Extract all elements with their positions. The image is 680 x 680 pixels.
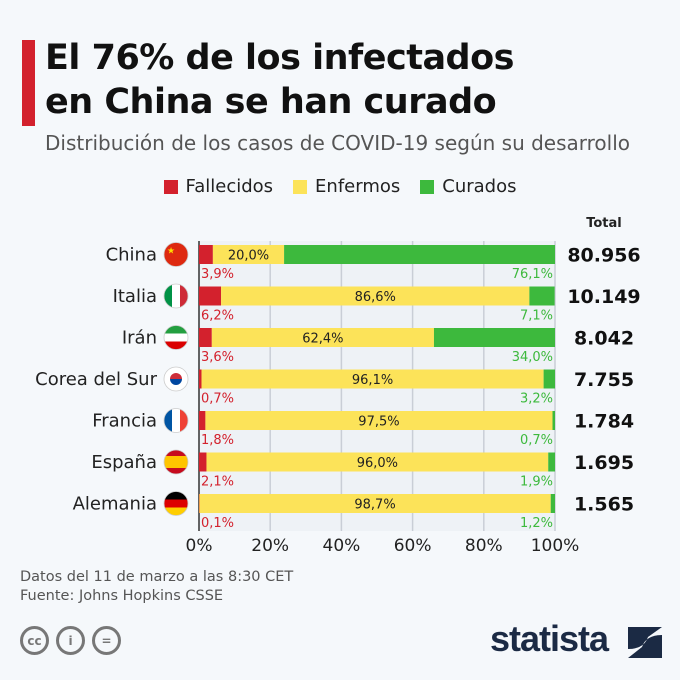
bar-enfermos: [199, 494, 551, 513]
data-label-enfermos: 62,4%: [302, 332, 343, 347]
bar-enfermos: [201, 369, 544, 389]
data-label-fallecidos: 3,9%: [201, 267, 234, 282]
total-value: 8.042: [574, 328, 634, 350]
iran-flag-icon: [163, 325, 189, 350]
south-korea-flag-icon: [163, 366, 189, 392]
data-label-curados: 7,1%: [520, 309, 553, 324]
legend-swatch: [420, 179, 435, 194]
germany-flag-icon: [163, 491, 189, 516]
data-label-fallecidos: 0,7%: [201, 392, 234, 407]
total-value: 10.149: [567, 286, 640, 308]
x-tick-label: 80%: [465, 536, 503, 556]
category-label: China: [106, 245, 157, 266]
data-label-curados: 1,2%: [520, 516, 553, 531]
chart-subtitle: Distribución de los casos de COVID-19 se…: [45, 131, 631, 155]
data-label-enfermos: 98,7%: [354, 498, 395, 513]
bar-curados: [550, 494, 555, 513]
bar-curados: [543, 369, 555, 389]
france-flag-icon: [163, 408, 189, 433]
data-label-fallecidos: 2,1%: [201, 475, 234, 490]
data-label-fallecidos: 6,2%: [201, 309, 234, 324]
category-label: Irán: [122, 328, 157, 349]
license-icons: cc i =: [20, 626, 121, 655]
title-line-2: en China se han curado: [45, 82, 497, 122]
x-tick-label: 100%: [531, 536, 580, 556]
totals-header: Total: [586, 216, 622, 231]
title-accent-bar: [22, 40, 35, 126]
bar-fallecidos: [199, 328, 212, 347]
data-label-curados: 3,2%: [520, 392, 553, 407]
bar-fallecidos: [199, 286, 222, 306]
cc-icon: cc: [20, 626, 49, 655]
spain-flag-icon: [163, 449, 189, 475]
bar-enfermos: [212, 245, 285, 264]
bar-fallecidos: [199, 411, 206, 430]
category-label: Francia: [92, 411, 157, 432]
x-tick-label: 0%: [186, 536, 213, 556]
statista-logo[interactable]: statista: [490, 618, 609, 659]
category-label: Alemania: [73, 494, 157, 515]
legend: Fallecidos Enfermos Curados: [0, 176, 680, 197]
total-value: 80.956: [567, 245, 640, 267]
data-label-curados: 34,0%: [512, 350, 553, 365]
total-value: 1.565: [574, 494, 634, 516]
legend-label: Curados: [442, 176, 517, 197]
bar-fallecidos: [199, 452, 207, 472]
data-label-curados: 0,7%: [520, 433, 553, 448]
data-label-enfermos: 96,1%: [352, 373, 393, 388]
bar-curados: [433, 328, 555, 347]
bar-curados: [552, 411, 555, 430]
statista-logo-mark-icon: [628, 627, 662, 658]
source-note: Fuente: Johns Hopkins CSSE: [20, 588, 224, 604]
data-label-enfermos: 96,0%: [357, 456, 398, 471]
legend-label: Fallecidos: [185, 176, 274, 197]
bar-enfermos: [205, 411, 553, 430]
bar-curados: [529, 286, 555, 306]
bar-curados: [548, 452, 555, 472]
by-icon: i: [56, 626, 85, 655]
data-label-fallecidos: 3,6%: [201, 350, 234, 365]
category-label: España: [91, 452, 157, 473]
bar-enfermos: [206, 452, 549, 472]
footer-notes: Datos del 11 de marzo a las 8:30 CET Fue…: [20, 568, 293, 606]
data-label-fallecidos: 0,1%: [201, 516, 234, 531]
italy-flag-icon: [163, 283, 189, 309]
x-tick-label: 40%: [323, 536, 361, 556]
legend-item: Enfermos: [293, 176, 400, 197]
bar-fallecidos: [199, 369, 202, 389]
total-value: 7.755: [574, 369, 634, 391]
data-date-note: Datos del 11 de marzo a las 8:30 CET: [20, 569, 294, 585]
bar-enfermos: [221, 286, 530, 306]
title-line-1: El 76% de los infectados: [45, 38, 515, 78]
chart-title: El 76% de los infectados en China se han…: [45, 36, 515, 124]
x-tick-label: 20%: [251, 536, 289, 556]
bar-fallecidos: [199, 245, 213, 264]
total-value: 1.784: [574, 411, 634, 433]
x-tick-label: 60%: [394, 536, 432, 556]
legend-item: Curados: [420, 176, 516, 197]
data-label-enfermos: 86,6%: [355, 290, 396, 305]
nd-icon: =: [92, 626, 121, 655]
data-label-enfermos: 97,5%: [358, 415, 399, 430]
total-value: 1.695: [574, 452, 634, 474]
category-label: Italia: [113, 286, 157, 307]
data-label-fallecidos: 1,8%: [201, 433, 234, 448]
data-label-curados: 76,1%: [512, 267, 553, 282]
legend-item: Fallecidos: [163, 176, 274, 197]
china-flag-icon: ★: [163, 242, 189, 267]
data-label-enfermos: 20,0%: [228, 249, 269, 264]
legend-label: Enfermos: [315, 176, 401, 197]
category-label: Corea del Sur: [35, 369, 157, 390]
bar-curados: [284, 245, 555, 264]
bar-enfermos: [211, 328, 434, 347]
legend-swatch: [163, 179, 178, 194]
data-label-curados: 1,9%: [520, 475, 553, 490]
svg-text:★: ★: [167, 247, 175, 257]
legend-swatch: [293, 179, 308, 194]
